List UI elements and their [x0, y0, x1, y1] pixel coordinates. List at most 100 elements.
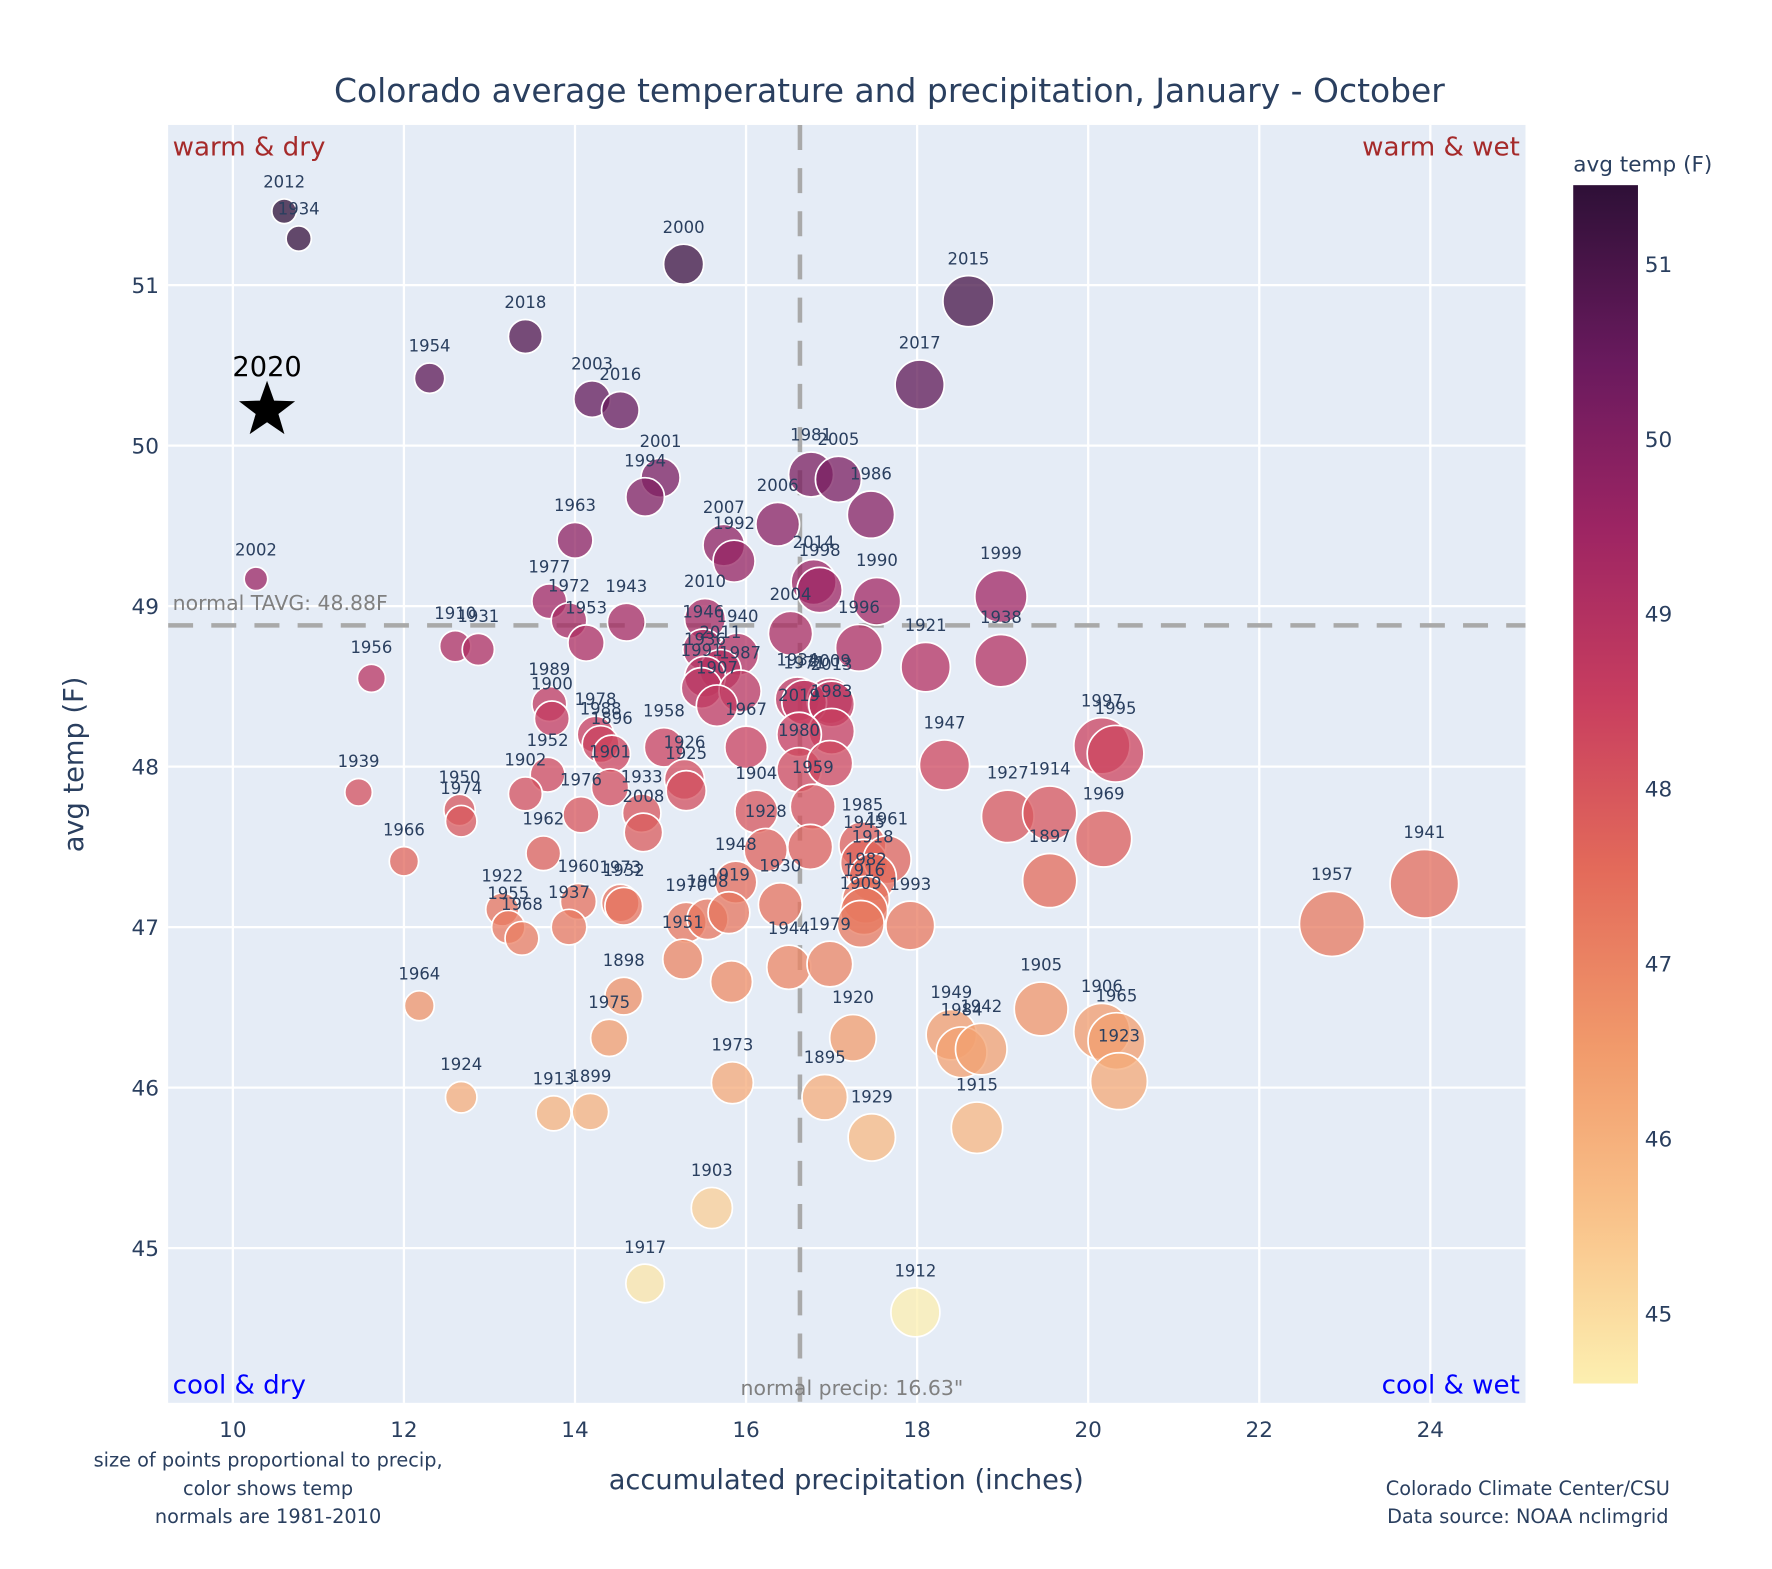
quadrant-label-cool-dry: cool & dry — [173, 1371, 306, 1401]
point-label: 1964 — [398, 964, 440, 983]
data-points — [243, 198, 1460, 1338]
point-label: 1930 — [759, 856, 801, 875]
point-label: 2018 — [504, 293, 546, 312]
point-label: 2008 — [622, 787, 664, 806]
y-tick-label: 51 — [132, 274, 159, 299]
point-label: 1909 — [840, 874, 882, 893]
data-point — [847, 1112, 897, 1162]
point-label: 2002 — [235, 541, 277, 560]
point-label: 1905 — [1020, 956, 1062, 975]
colorbar-tick-label: 49 — [1645, 603, 1672, 628]
y-tick-label: 49 — [132, 595, 159, 620]
point-label: 1933 — [621, 768, 663, 787]
data-point — [885, 900, 936, 951]
point-label: 1999 — [980, 544, 1022, 563]
point-label: 1972 — [548, 576, 590, 595]
point-label: 1997 — [1081, 691, 1123, 710]
point-label: 2005 — [817, 430, 859, 449]
data-point — [535, 1094, 572, 1132]
point-label: 1991 — [681, 641, 723, 660]
data-point — [444, 804, 478, 838]
point-label: 1966 — [383, 820, 425, 839]
point-label: 1969 — [1083, 784, 1125, 803]
data-point — [589, 1018, 629, 1058]
point-label: 2003 — [571, 354, 613, 373]
y-axis-title: avg temp (F) — [59, 677, 90, 853]
data-point — [624, 1263, 666, 1304]
point-label: 1904 — [735, 764, 777, 783]
data-point — [852, 576, 902, 626]
x-tick-label: 14 — [561, 1418, 588, 1443]
data-point — [1086, 724, 1145, 783]
data-point — [1298, 890, 1366, 958]
point-label: 1961 — [866, 809, 908, 828]
y-tick-label: 47 — [132, 916, 159, 941]
data-source-line: Data source: NOAA nclimgrid — [1387, 1505, 1668, 1528]
point-label: 1913 — [533, 1069, 575, 1088]
data-point — [814, 455, 863, 504]
data-point — [556, 521, 594, 560]
data-point — [600, 390, 640, 430]
point-label: 2017 — [899, 334, 941, 353]
point-label: 1977 — [528, 557, 570, 576]
point-label: 1943 — [605, 577, 647, 596]
point-label: 2012 — [263, 173, 305, 192]
chart-title: Colorado average temperature and precipi… — [334, 71, 1445, 110]
x-axis-title: accumulated precipitation (inches) — [609, 1465, 1084, 1496]
point-label: 1962 — [522, 810, 564, 829]
point-label: 2009 — [809, 652, 851, 671]
data-point — [356, 663, 387, 694]
point-label: 1942 — [960, 997, 1002, 1016]
point-label: 1992 — [713, 514, 755, 533]
data-point — [707, 890, 751, 935]
point-label: 2010 — [684, 572, 726, 591]
point-label: 2011 — [699, 623, 741, 642]
point-label: 2019 — [778, 686, 820, 705]
note-size: size of points proportional to precip, — [94, 1448, 443, 1471]
credit-line: Colorado Climate Center/CSU — [1386, 1477, 1670, 1500]
data-point — [444, 1080, 478, 1114]
x-tick-label: 20 — [1074, 1418, 1101, 1443]
colorbar-tick-label: 47 — [1645, 953, 1672, 978]
point-label: 1919 — [708, 865, 750, 884]
point-label: 1968 — [501, 895, 543, 914]
data-point — [806, 739, 854, 788]
point-label: 1979 — [809, 915, 851, 934]
data-point — [550, 908, 588, 946]
point-label: 1940 — [717, 607, 759, 626]
point-label: 1947 — [924, 714, 966, 733]
y-tick-label: 46 — [132, 1077, 159, 1102]
point-label: 1934 — [278, 200, 320, 219]
data-point — [973, 633, 1028, 688]
data-point — [786, 823, 834, 871]
data-point — [890, 1286, 941, 1338]
point-label: 1983 — [811, 682, 853, 701]
y-tick-label: 45 — [132, 1237, 159, 1262]
point-label: 1936 — [684, 630, 726, 649]
data-point — [403, 989, 436, 1022]
data-point — [900, 641, 952, 693]
point-label: 1918 — [852, 827, 894, 846]
data-point — [918, 739, 971, 791]
data-point — [533, 700, 571, 737]
point-label: 1960 — [557, 857, 599, 876]
data-point — [767, 610, 814, 657]
point-label: 1965 — [1095, 986, 1137, 1005]
point-label: 1967 — [725, 700, 767, 719]
data-point — [755, 501, 801, 547]
data-point — [504, 920, 540, 957]
point-label: 1916 — [843, 861, 885, 880]
point-label: 1974 — [440, 779, 482, 798]
point-label: 1914 — [1029, 760, 1071, 779]
point-label: 1938 — [980, 608, 1022, 627]
point-label: 1898 — [603, 951, 645, 970]
data-point — [590, 768, 630, 807]
point-label: 1980 — [778, 721, 820, 740]
y-tick-label: 50 — [132, 435, 159, 460]
data-point — [1013, 981, 1069, 1037]
point-label: 1945 — [843, 813, 885, 832]
point-label: 1952 — [527, 731, 569, 750]
point-label: 1934 — [776, 651, 818, 670]
point-label: 1897 — [1029, 827, 1071, 846]
